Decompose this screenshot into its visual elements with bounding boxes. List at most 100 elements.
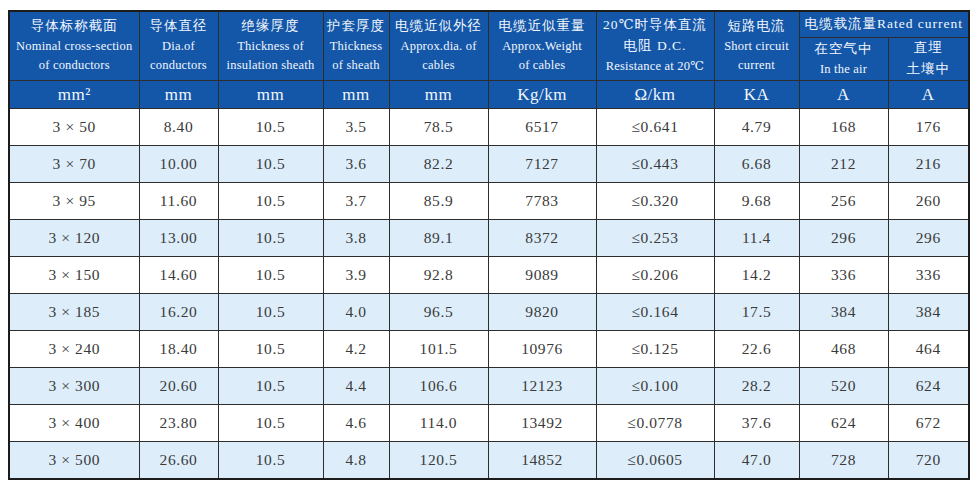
page: 导体标称截面 Nominal cross-section of conducto…	[0, 0, 971, 480]
cell: 3.7	[323, 183, 389, 220]
table-row: 3 × 50 8.40 10.5 3.5 78.5 6517 ≤0.641 4.…	[9, 109, 969, 146]
cell: 22.6	[714, 331, 799, 368]
cell: 3.8	[323, 220, 389, 257]
table-row: 3 × 500 26.60 10.5 4.8 120.5 14852 ≤0.06…	[9, 442, 969, 480]
unit-cell: KA	[714, 81, 799, 109]
unit-cell: Kg/km	[488, 81, 596, 109]
cell: 8372	[488, 220, 596, 257]
cell: 9.68	[714, 183, 799, 220]
cell: 3 × 185	[9, 294, 139, 331]
cell: 4.2	[323, 331, 389, 368]
header-row-units: mm² mm mm mm mm Kg/km Ω/km KA A A	[9, 81, 969, 109]
cell: 13492	[488, 405, 596, 442]
cell: 3 × 50	[9, 109, 139, 146]
cell: 3.9	[323, 257, 389, 294]
cell: 92.8	[389, 257, 488, 294]
cell: 464	[888, 331, 969, 368]
header-line: Approx.Weight	[489, 37, 596, 56]
table-row: 3 × 150 14.60 10.5 3.9 92.8 9089 ≤0.206 …	[9, 257, 969, 294]
header-row-main: 导体标称截面 Nominal cross-section of conducto…	[9, 11, 969, 38]
unit-cell: mm	[139, 81, 218, 109]
cell: ≤0.0778	[596, 405, 714, 442]
cell: 3 × 400	[9, 405, 139, 442]
cell: 296	[888, 220, 969, 257]
cell: 14852	[488, 442, 596, 480]
header-line: cables	[390, 56, 488, 75]
header-line: 20℃时导体直流	[597, 15, 714, 36]
cell: ≤0.164	[596, 294, 714, 331]
header-line: Short circuit	[715, 37, 799, 56]
cell: 6517	[488, 109, 596, 146]
cell: 10.5	[218, 146, 323, 183]
cell: 10.5	[218, 183, 323, 220]
cell: 6.68	[714, 146, 799, 183]
cell: 296	[799, 220, 888, 257]
cell: 212	[799, 146, 888, 183]
cell: 4.6	[323, 405, 389, 442]
cell: ≤0.443	[596, 146, 714, 183]
cell: ≤0.100	[596, 368, 714, 405]
header-line: 直埋	[889, 38, 969, 59]
table-row: 3 × 95 11.60 10.5 3.7 85.9 7783 ≤0.320 9…	[9, 183, 969, 220]
header-rated-current-group: 电缆载流量Rated current	[799, 11, 969, 38]
cell: 10.00	[139, 146, 218, 183]
cell: ≤0.641	[596, 109, 714, 146]
header-line: conductors	[140, 56, 218, 75]
cell: 10.5	[218, 442, 323, 480]
cell: 106.6	[389, 368, 488, 405]
table-row: 3 × 70 10.00 10.5 3.6 82.2 7127 ≤0.443 6…	[9, 146, 969, 183]
cell: 4.79	[714, 109, 799, 146]
header-line: Thickness of	[219, 37, 323, 56]
header-rated-current-buried: 直埋 土壤中	[888, 38, 969, 81]
cell: 96.5	[389, 294, 488, 331]
cell: 85.9	[389, 183, 488, 220]
header-line: Approx.dia. of	[390, 37, 488, 56]
header-conductor-diameter: 导体直径 Dia.of conductors	[139, 11, 218, 81]
cell: 10.5	[218, 405, 323, 442]
cell: 14.60	[139, 257, 218, 294]
header-line: 护套厚度	[324, 16, 389, 37]
cell: 89.1	[389, 220, 488, 257]
cell: 176	[888, 109, 969, 146]
cell: 216	[888, 146, 969, 183]
header-line: 在空气中	[800, 39, 888, 60]
header-line: of cables	[489, 56, 596, 75]
cell: 624	[799, 405, 888, 442]
cell: 720	[888, 442, 969, 480]
cell: 7127	[488, 146, 596, 183]
header-dc-resistance: 20℃时导体直流 电阻 D.C. Resistance at 20℃	[596, 11, 714, 81]
cell: 3 × 150	[9, 257, 139, 294]
cell: ≤0.125	[596, 331, 714, 368]
cell: 10.5	[218, 257, 323, 294]
cell: 82.2	[389, 146, 488, 183]
cell: 10.5	[218, 109, 323, 146]
unit-cell: mm²	[9, 81, 139, 109]
cell: 10.5	[218, 294, 323, 331]
cell: 3 × 500	[9, 442, 139, 480]
cell: 14.2	[714, 257, 799, 294]
table-body: 3 × 50 8.40 10.5 3.5 78.5 6517 ≤0.641 4.…	[9, 109, 969, 480]
header-line: Dia.of	[140, 37, 218, 56]
table-row: 3 × 240 18.40 10.5 4.2 101.5 10976 ≤0.12…	[9, 331, 969, 368]
cell: 16.20	[139, 294, 218, 331]
cell: 10.5	[218, 331, 323, 368]
cell: 624	[888, 368, 969, 405]
header-line: current	[715, 56, 799, 75]
header-line: insulation sheath	[219, 56, 323, 75]
cell: 20.60	[139, 368, 218, 405]
cell: 260	[888, 183, 969, 220]
header-nominal-cross-section: 导体标称截面 Nominal cross-section of conducto…	[9, 11, 139, 81]
cell: 336	[799, 257, 888, 294]
cell: 336	[888, 257, 969, 294]
cell: 114.0	[389, 405, 488, 442]
header-line: 短路电流	[715, 16, 799, 37]
header-line: Thickness	[324, 37, 389, 56]
cell: 3 × 300	[9, 368, 139, 405]
cell: 4.4	[323, 368, 389, 405]
header-line: In the air	[800, 60, 888, 79]
cell: 3.6	[323, 146, 389, 183]
unit-cell: mm	[218, 81, 323, 109]
header-short-circuit-current: 短路电流 Short circuit current	[714, 11, 799, 81]
header-line: 导体直径	[140, 16, 218, 37]
unit-cell: A	[888, 81, 969, 109]
